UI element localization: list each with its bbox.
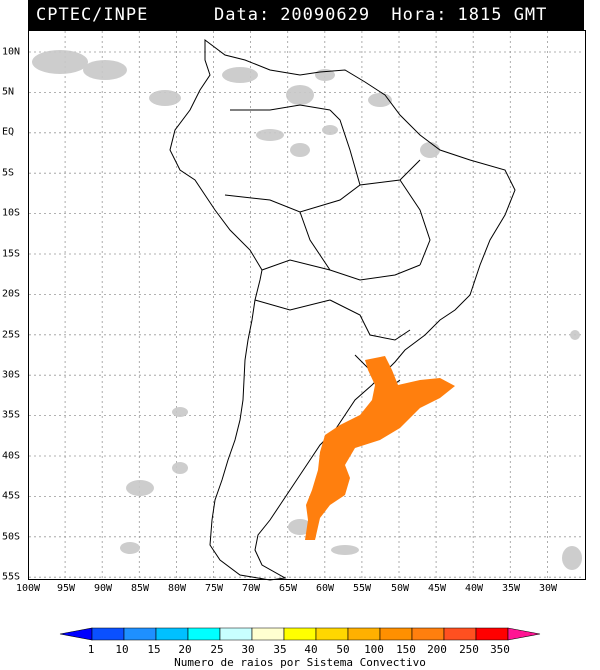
lon-label: 50W [390, 583, 410, 594]
colorbar-tick: 200 [427, 643, 447, 656]
colorbar-segment [315, 627, 349, 641]
colorbar-tick: 40 [304, 643, 318, 656]
lat-label: 15S [2, 248, 21, 260]
colorbar-title: Numero de raios por Sistema Convectivo [174, 656, 426, 669]
lon-label: 45W [427, 583, 447, 594]
organization-label: CPTEC/INPE [36, 5, 149, 25]
lat-label: 35S [2, 409, 21, 421]
colorbar-tick: 30 [241, 643, 255, 656]
colorbar-segment [283, 627, 317, 641]
lon-label: 75W [204, 583, 224, 594]
colorbar-segment [475, 627, 509, 641]
lon-label: 60W [315, 583, 335, 594]
colorbar-tick: 100 [364, 643, 384, 656]
lon-label: 35W [501, 583, 521, 594]
colorbar-segment [443, 627, 477, 641]
lat-label: 5N [2, 86, 15, 98]
lat-label: 10N [2, 46, 21, 58]
lat-label: 55S [2, 571, 21, 583]
colorbar-tick: 15 [147, 643, 161, 656]
lon-label: 80W [167, 583, 187, 594]
colorbar-segment [219, 627, 253, 641]
lon-label: 65W [278, 583, 298, 594]
colorbar-segment [411, 627, 445, 641]
cloud-cover [32, 50, 582, 570]
colorbar-tick: 1 [87, 643, 95, 656]
map-frame [28, 30, 586, 580]
colorbar-tick: 20 [178, 643, 192, 656]
colorbar-tick: 25 [210, 643, 224, 656]
lat-label: 20S [2, 288, 21, 300]
colorbar-segment [187, 627, 221, 641]
lat-label: EQ [2, 126, 15, 138]
colorbar-segment [91, 627, 125, 641]
lon-label: 100W [15, 583, 41, 594]
lon-label: 90W [93, 583, 113, 594]
colorbar-tick: 10 [115, 643, 129, 656]
timestamp: Data: 20090629 Hora: 1815 GMT [214, 5, 557, 25]
colorbar-segment [155, 627, 189, 641]
colorbar-segment [59, 627, 93, 641]
south-america-outline [169, 39, 516, 581]
lon-label: 85W [130, 583, 150, 594]
lon-label: 40W [464, 583, 484, 594]
lon-label: 30W [538, 583, 558, 594]
colorbar-tick: 350 [490, 643, 510, 656]
hour-value: 1815 GMT [457, 5, 548, 25]
colorbar-segment [347, 627, 381, 641]
lat-label: 30S [2, 369, 21, 381]
colorbar-segment [251, 627, 285, 641]
colorbar-tick: 250 [459, 643, 479, 656]
date-value: 20090629 [280, 5, 371, 25]
date-label: Data: [214, 5, 271, 25]
colorbar-tick: 50 [336, 643, 350, 656]
colorbar-tick: 35 [273, 643, 287, 656]
lightning-system [305, 356, 455, 540]
lon-label: 55W [352, 583, 372, 594]
lon-label: 95W [56, 583, 76, 594]
colorbar-tick: 150 [396, 643, 416, 656]
lat-label: 50S [2, 531, 21, 543]
lon-label: 70W [241, 583, 261, 594]
colorbar-segment [507, 627, 541, 641]
colorbar-segment [379, 627, 413, 641]
map-header: CPTEC/INPE Data: 20090629 Hora: 1815 GMT [28, 0, 584, 30]
lat-label: 5S [2, 167, 15, 179]
lat-label: 45S [2, 490, 21, 502]
lat-label: 10S [2, 207, 21, 219]
hour-label: Hora: [391, 5, 448, 25]
colorbar-segment [123, 627, 157, 641]
lat-label: 25S [2, 329, 21, 341]
lat-label: 40S [2, 450, 21, 462]
